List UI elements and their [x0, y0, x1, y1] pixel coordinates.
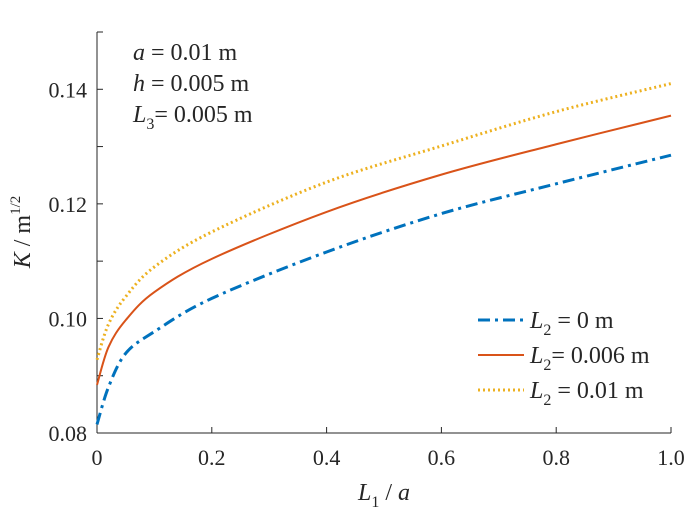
annotation-var: L [132, 102, 146, 128]
x-axis-label: L1 / a [357, 480, 410, 511]
legend-var: L [529, 308, 543, 334]
series-line-1 [96, 114, 672, 386]
annotation-1: h = 0.005 m [133, 71, 250, 97]
x-tick-label: 1.0 [657, 445, 685, 470]
annotation-text: = 0.005 m [154, 102, 253, 128]
y-tick-label: 0.10 [49, 306, 88, 331]
legend-sub: 2 [543, 357, 551, 374]
series-line-2 [95, 82, 672, 361]
y-tick-label: 0.08 [49, 421, 88, 446]
parameter-annotations: a = 0.01 mh = 0.005 mL3= 0.005 m [132, 40, 253, 133]
legend: L2 = 0 mL2= 0.006 mL2 = 0.01 m [478, 308, 650, 409]
y-label-var: K [10, 250, 36, 269]
x-label-var: L [357, 480, 371, 506]
annotation-text: = 0.01 m [145, 40, 238, 66]
annotation-2: L3= 0.005 m [132, 102, 253, 133]
annotation-var: a [133, 40, 145, 66]
axis-labels: L1 / a K / m1/2 [8, 196, 410, 511]
annotation-0: a = 0.01 m [133, 40, 238, 66]
legend-label-1: L2= 0.006 m [529, 343, 650, 374]
series-lines [95, 82, 672, 425]
legend-var: L [529, 343, 543, 369]
axes: 0.08 0.10 0.12 0.14 0 0.2 0.4 0.6 0.8 1.0 [49, 31, 685, 470]
annotation-var: h [133, 71, 145, 97]
x-tick-label: 0.8 [542, 445, 570, 470]
x-tick-label: 0 [92, 445, 103, 470]
x-label-sub: 1 [371, 494, 379, 511]
legend-var: L [529, 378, 543, 404]
legend-text: = 0.006 m [551, 343, 650, 369]
x-label-text: / [379, 480, 398, 506]
legend-label-2: L2 = 0.01 m [529, 378, 644, 409]
x-tick-label: 0.4 [313, 445, 341, 470]
y-label-text: / m [10, 215, 36, 253]
x-label-var-a: a [398, 480, 410, 506]
annotation-sub: 3 [146, 116, 154, 133]
y-axis-label: K / m1/2 [8, 196, 36, 270]
legend-sub: 2 [543, 392, 551, 409]
legend-label-0: L2 = 0 m [529, 308, 614, 339]
legend-text: = 0 m [551, 308, 614, 334]
x-tick-label: 0.2 [198, 445, 226, 470]
y-tick-label: 0.14 [49, 77, 88, 102]
x-tick-label: 0.6 [428, 445, 456, 470]
y-tick-label: 0.12 [49, 192, 88, 217]
legend-sub: 2 [543, 322, 551, 339]
y-label-sup: 1/2 [8, 196, 24, 215]
series-line-0 [95, 153, 672, 425]
legend-text: = 0.01 m [551, 378, 644, 404]
annotation-text: = 0.005 m [145, 71, 250, 97]
